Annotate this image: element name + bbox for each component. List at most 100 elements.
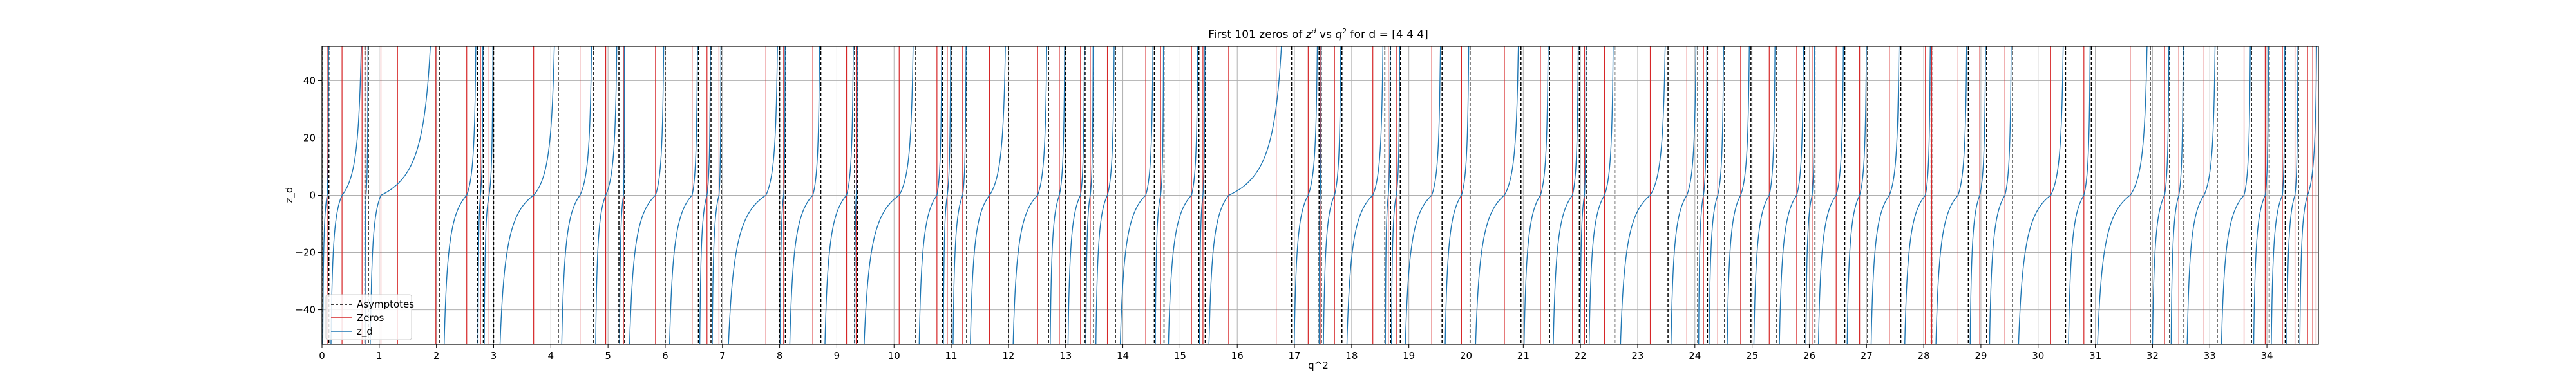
zd-branch xyxy=(2170,46,2184,344)
x-tick-label: 23 xyxy=(1631,350,1643,362)
zd-branch xyxy=(1805,46,1815,344)
legend-label-zd: z_d xyxy=(357,326,373,338)
zd-branch xyxy=(1198,46,1206,344)
zd-branch xyxy=(1846,46,1867,344)
zd-branch xyxy=(824,46,854,344)
x-tick-label: 26 xyxy=(1803,350,1815,362)
zd-branch xyxy=(330,46,362,344)
zd-branch xyxy=(1935,46,1967,344)
zd-branch xyxy=(2018,46,2064,344)
zd-branch xyxy=(444,46,477,344)
zd-branch xyxy=(2299,46,2317,344)
x-tick-label: 13 xyxy=(1059,350,1072,362)
zd-branch xyxy=(1579,46,1587,344)
x-axis-label: q^2 xyxy=(1308,360,1329,371)
zd-branch xyxy=(1904,46,1931,344)
zd-branch xyxy=(365,46,369,344)
zd-branch xyxy=(1155,46,1164,344)
zd-branch xyxy=(2068,46,2091,344)
y-axis-label: z_d xyxy=(283,187,296,203)
x-tick-label: 7 xyxy=(719,350,726,362)
asymptote-lines xyxy=(322,46,2299,344)
x-tick-label: 1 xyxy=(376,350,383,362)
zd-curve-segments xyxy=(322,46,2317,344)
legend: Asymptotes Zeros z_d xyxy=(325,294,414,340)
x-tick-label: 15 xyxy=(1174,350,1186,362)
x-tick-label: 21 xyxy=(1517,350,1530,362)
x-tick-label: 12 xyxy=(1002,350,1014,362)
x-tick-label: 30 xyxy=(2032,350,2044,362)
zd-branch xyxy=(1989,46,2012,344)
zd-branch xyxy=(918,46,943,344)
zd-branch xyxy=(629,46,665,344)
zd-branch xyxy=(322,46,329,344)
x-tick-label: 27 xyxy=(1861,350,1873,362)
zd-branch xyxy=(943,46,951,344)
grid xyxy=(321,46,2318,344)
y-tick-label: −20 xyxy=(295,247,316,259)
zd-branch xyxy=(1753,46,1776,344)
zd-branch xyxy=(1475,46,1519,344)
zd-branch xyxy=(789,46,820,344)
x-tick-label: 5 xyxy=(605,350,611,362)
zd-branch xyxy=(1779,46,1804,344)
x-tick-label: 14 xyxy=(1117,350,1129,362)
zd-branch xyxy=(1671,46,1697,344)
y-tick-label: 0 xyxy=(309,190,316,201)
y-tick-label: 40 xyxy=(303,75,316,86)
zd-branch xyxy=(477,46,484,344)
zd-branch xyxy=(1969,46,1986,344)
legend-box xyxy=(325,294,412,340)
x-tick-label: 29 xyxy=(1975,350,1987,362)
x-tick-label: 19 xyxy=(1403,350,1415,362)
zd-branch xyxy=(1620,46,1666,344)
x-tick-label: 9 xyxy=(834,350,840,362)
y-tick-label: 20 xyxy=(303,132,316,143)
zd-branch xyxy=(1208,46,1282,344)
x-tick-label: 4 xyxy=(548,350,554,362)
zd-branch xyxy=(370,46,431,344)
zd-branch xyxy=(1727,46,1750,344)
zd-branch xyxy=(779,46,786,344)
zd-branch xyxy=(2286,46,2298,344)
x-tick-label: 16 xyxy=(1231,350,1244,362)
chart-title: First 101 zeros of zd vs q2 for d = [4 4… xyxy=(1208,27,1428,41)
zd-branch xyxy=(1444,46,1470,344)
y-axis-ticks: −40 −20 0 20 40 xyxy=(295,75,322,316)
zd-branch xyxy=(854,46,858,344)
x-tick-label: 10 xyxy=(888,350,900,362)
legend-label-asymptotes: Asymptotes xyxy=(357,299,414,310)
x-tick-label: 6 xyxy=(662,350,668,362)
x-tick-label: 25 xyxy=(1746,350,1758,362)
zd-branch xyxy=(484,46,494,344)
zd-branch xyxy=(1323,46,1341,344)
zd-branch xyxy=(1698,46,1708,344)
x-tick-label: 2 xyxy=(433,350,440,362)
zd-branch xyxy=(2221,46,2251,344)
zd-branch xyxy=(1294,46,1318,344)
zd-branch xyxy=(1067,46,1085,344)
zd-branch xyxy=(2253,46,2269,344)
zd-branch xyxy=(668,46,698,344)
x-tick-label: 24 xyxy=(1689,350,1701,362)
zd-branch xyxy=(561,46,592,344)
zd-branch xyxy=(1012,46,1048,344)
zd-branch xyxy=(2152,46,2170,344)
x-tick-label: 28 xyxy=(1918,350,1930,362)
zd-branch xyxy=(1817,46,1844,344)
x-tick-label: 33 xyxy=(2204,350,2216,362)
zd-branch xyxy=(1709,46,1725,344)
x-tick-label: 34 xyxy=(2261,350,2273,362)
zd-branch xyxy=(1119,46,1153,344)
zd-branch xyxy=(699,46,711,344)
x-tick-label: 31 xyxy=(2089,350,2101,362)
zd-branch xyxy=(1870,46,1900,344)
zd-branch xyxy=(1318,46,1322,344)
x-tick-label: 20 xyxy=(1460,350,1472,362)
x-tick-label: 0 xyxy=(319,350,325,362)
x-tick-label: 17 xyxy=(1288,350,1300,362)
x-axis-ticks: 0 1 2 3 4 5 6 7 8 9 10 11 12 13 14 15 16 17 18 19 20 21 22 23 24… xyxy=(319,344,2273,362)
y-tick-label: −40 xyxy=(295,304,316,316)
zd-branch xyxy=(864,46,914,344)
x-tick-label: 8 xyxy=(777,350,783,362)
